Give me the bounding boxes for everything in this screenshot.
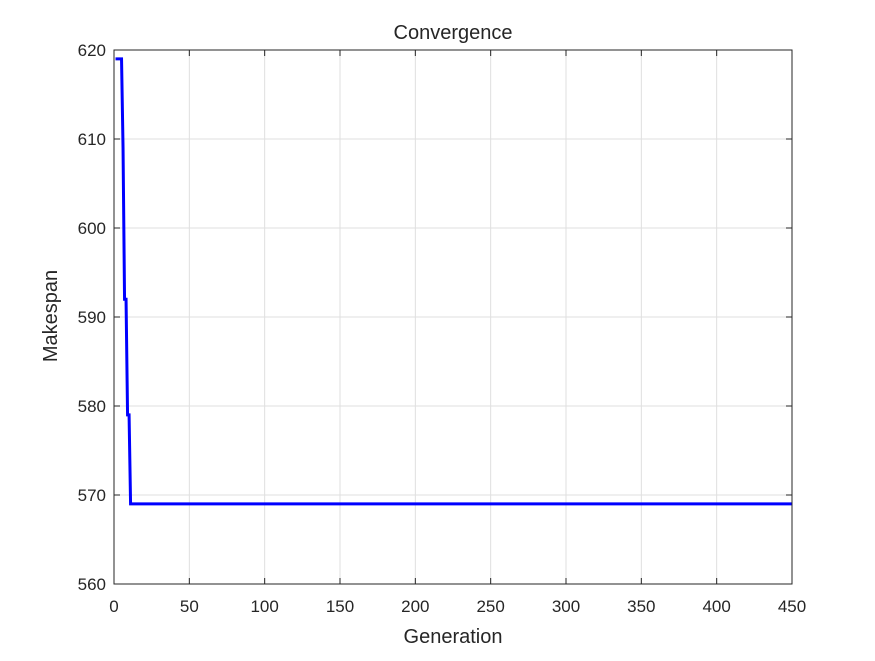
series-line [115,57,792,506]
y-tick-label: 580 [78,397,106,416]
x-tick-label: 100 [250,597,278,616]
y-tick-label: 590 [78,308,106,327]
x-tick-label: 450 [778,597,806,616]
y-axis-title: Makespan [40,270,62,362]
x-tick-label: 350 [627,597,655,616]
y-tick-label: 600 [78,219,106,238]
x-tick-label: 400 [702,597,730,616]
chart-title: Convergence [394,22,513,44]
y-tick-label: 610 [78,130,106,149]
x-tick-label: 300 [552,597,580,616]
ticks-layer: 0 50 100 150 200 250 300 350 400 450 560 570 580 590 6… [78,41,807,616]
x-tick-label: 150 [326,597,354,616]
series-layer [115,57,792,506]
x-tick-label: 250 [476,597,504,616]
y-tick-label: 570 [78,486,106,505]
y-tick-label: 560 [78,575,106,594]
x-tick-label: 200 [401,597,429,616]
x-axis-title: Generation [404,626,503,648]
x-tick-label: 50 [180,597,199,616]
x-tick-label: 0 [109,597,118,616]
y-tick-label: 620 [78,41,106,60]
